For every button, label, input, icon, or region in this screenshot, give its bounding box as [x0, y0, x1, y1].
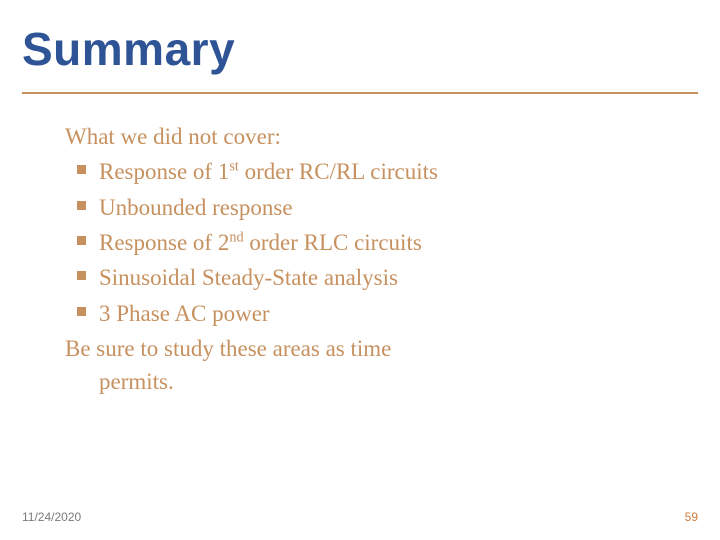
list-item-text-pre: Response of 1: [99, 159, 229, 184]
slide: Summary What we did not cover: Response …: [0, 0, 720, 540]
list-item: Response of 2nd order RLC circuits: [99, 226, 655, 259]
list-item: Response of 1st order RC/RL circuits: [99, 155, 655, 188]
list-item-text-pre: Sinusoidal Steady-State analysis: [99, 265, 398, 290]
closing-text: Be sure to study these areas as time per…: [65, 332, 655, 399]
ordinal-superscript: nd: [229, 229, 243, 245]
slide-body: What we did not cover: Response of 1st o…: [65, 120, 655, 401]
footer-page-number: 59: [685, 510, 698, 524]
intro-text: What we did not cover:: [65, 120, 655, 153]
square-bullet-icon: [77, 307, 86, 316]
square-bullet-icon: [77, 201, 86, 210]
title-underline: [22, 92, 698, 94]
list-item-text-post: order RC/RL circuits: [239, 159, 438, 184]
closing-line2: permits.: [65, 365, 655, 398]
square-bullet-icon: [77, 236, 86, 245]
square-bullet-icon: [77, 165, 86, 174]
list-item: Sinusoidal Steady-State analysis: [99, 261, 655, 294]
list-item-text-pre: Unbounded response: [99, 195, 293, 220]
footer-date: 11/24/2020: [22, 510, 81, 524]
list-item: Unbounded response: [99, 191, 655, 224]
list-item-text-post: order RLC circuits: [244, 230, 422, 255]
list-item: 3 Phase AC power: [99, 297, 655, 330]
list-item-text-pre: Response of 2: [99, 230, 229, 255]
square-bullet-icon: [77, 271, 86, 280]
closing-line1: Be sure to study these areas as time: [65, 336, 391, 361]
ordinal-superscript: st: [229, 159, 239, 175]
bullet-list: Response of 1st order RC/RL circuits Unb…: [65, 155, 655, 330]
list-item-text-pre: 3 Phase AC power: [99, 301, 270, 326]
slide-title: Summary: [22, 22, 235, 76]
